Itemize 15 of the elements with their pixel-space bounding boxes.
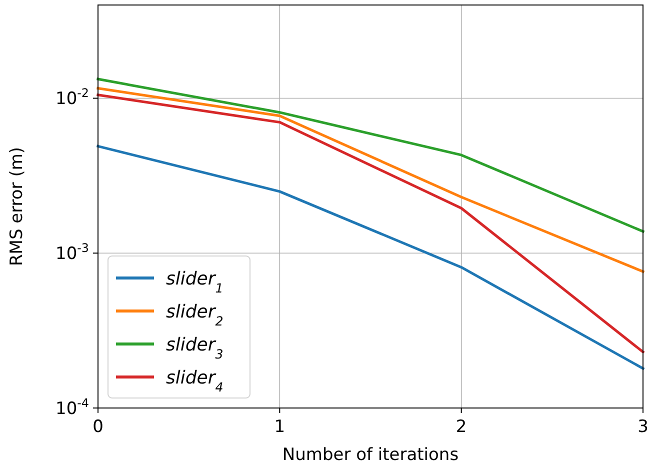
x-axis-title: Number of iterations bbox=[282, 445, 459, 465]
x-tick-label: 0 bbox=[92, 417, 104, 437]
legend-label: slider$_{2}$ bbox=[166, 301, 224, 328]
x-tick-label: 2 bbox=[456, 417, 467, 437]
legend-label: slider$_{4}$ bbox=[166, 367, 224, 394]
line-series bbox=[96, 144, 644, 370]
line-series bbox=[96, 78, 644, 233]
y-tick-label: 10$^{-3}$ bbox=[56, 241, 89, 264]
y-tick-label: 10$^{-4}$ bbox=[56, 396, 89, 419]
legend-label: slider$_{3}$ bbox=[166, 334, 224, 361]
y-tick-label: 10$^{-2}$ bbox=[56, 86, 89, 110]
x-tick-label: 1 bbox=[274, 417, 286, 437]
x-tick-label: 3 bbox=[638, 417, 648, 437]
legend-label: slider$_{1}$ bbox=[166, 268, 224, 295]
y-axis-title: RMS error (m) bbox=[7, 146, 27, 266]
